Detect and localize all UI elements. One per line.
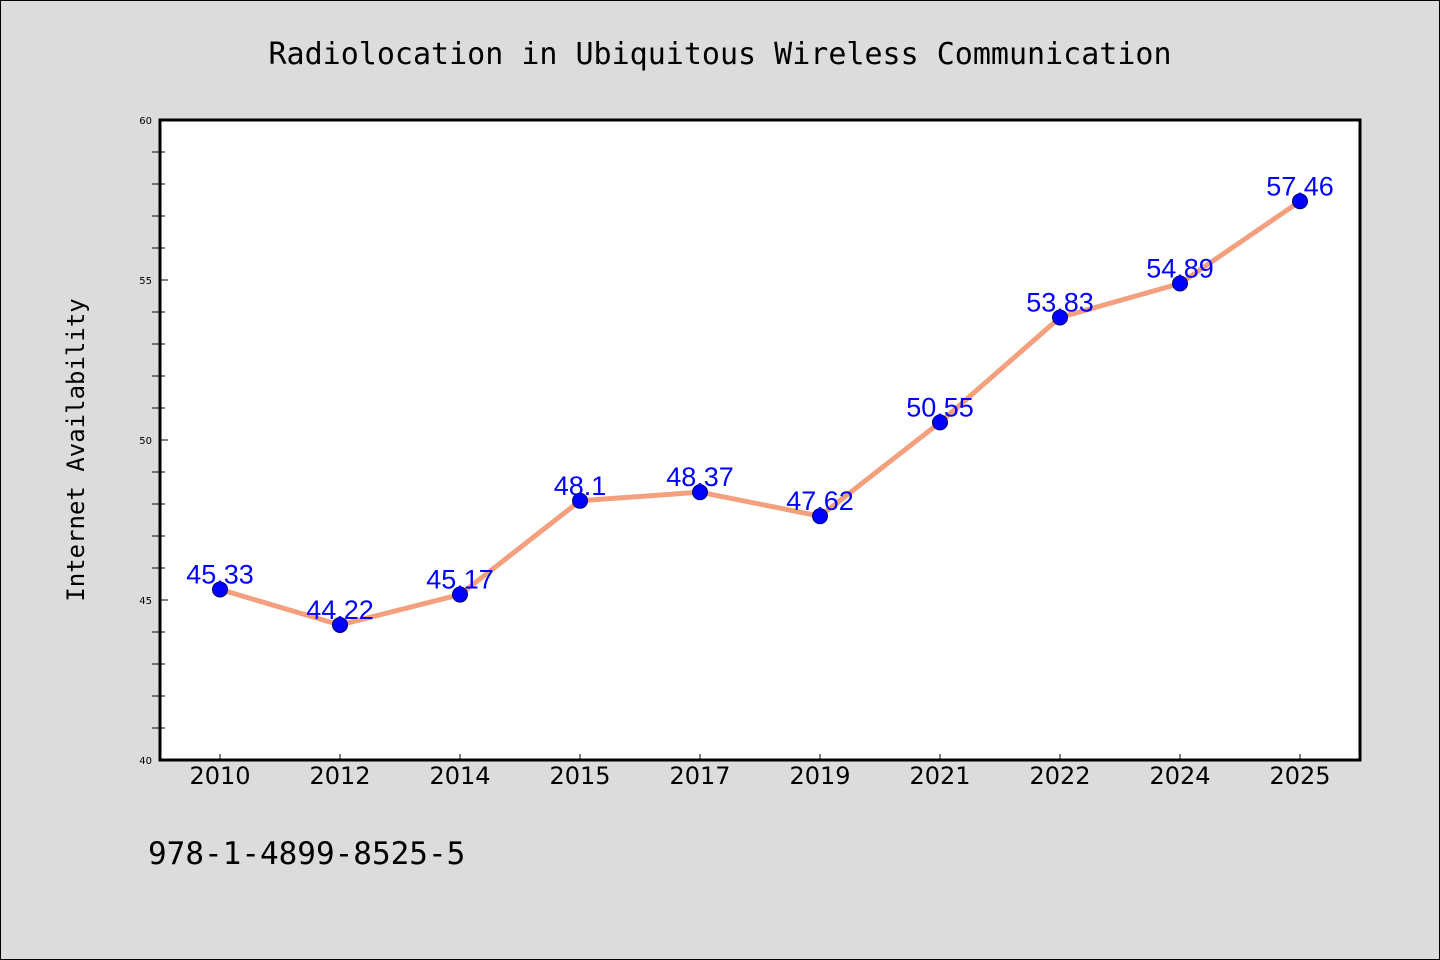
data-label: 50.55 [906, 392, 974, 422]
x-tick-label: 2022 [1029, 762, 1090, 790]
data-label: 54.89 [1146, 254, 1214, 284]
x-tick-label: 2021 [909, 762, 970, 790]
series-line [217, 198, 1303, 628]
data-point [452, 586, 468, 603]
data-point [692, 484, 708, 501]
x-tick-label: 2019 [789, 762, 850, 790]
x-tick-label: 2025 [1269, 762, 1330, 790]
chart-title: Radiolocation in Ubiquitous Wireless Com… [268, 37, 1171, 72]
x-axis-ticks: 2010 2012 2014 2015 2017 2019 2021 2022 2024 2025 [189, 754, 1331, 790]
y-tick-label: 45 [139, 596, 152, 607]
data-point [1052, 309, 1068, 326]
data-point [332, 616, 348, 633]
isbn-text: 978-1-4899-8525-5 [148, 836, 465, 872]
data-label: 44.22 [306, 595, 374, 625]
data-point [212, 581, 228, 598]
data-label: 47.62 [786, 486, 854, 516]
y-tick-label: 55 [139, 276, 152, 287]
y-axis-label: Internet Availability [62, 298, 90, 601]
y-axis-ticks: 40 45 50 55 60 [139, 116, 168, 767]
data-point [1172, 275, 1188, 292]
data-labels-layer: 45.33 44.22 45.17 48.1 48.37 47.62 50.55 53.83 5… [186, 171, 1334, 625]
y-tick-label: 40 [139, 756, 152, 767]
data-point [572, 492, 588, 509]
data-point [1292, 193, 1308, 210]
y-tick-label: 50 [139, 436, 152, 447]
data-label: 53.83 [1026, 287, 1094, 317]
data-point [812, 508, 828, 525]
data-point [932, 414, 948, 431]
series-layer [212, 193, 1308, 633]
x-tick-label: 2024 [1149, 762, 1210, 790]
data-label: 57.46 [1266, 171, 1334, 201]
y-tick-label: 60 [139, 116, 152, 127]
data-label: 45.17 [426, 565, 494, 595]
data-label: 48.37 [666, 462, 734, 492]
x-tick-label: 2017 [669, 762, 730, 790]
x-tick-label: 2010 [189, 762, 250, 790]
x-tick-label: 2014 [429, 762, 490, 790]
data-label: 48.1 [554, 471, 607, 501]
x-tick-label: 2015 [549, 762, 610, 790]
plot-area [158, 118, 1362, 762]
x-tick-label: 2012 [309, 762, 370, 790]
data-label: 45.33 [186, 559, 254, 589]
